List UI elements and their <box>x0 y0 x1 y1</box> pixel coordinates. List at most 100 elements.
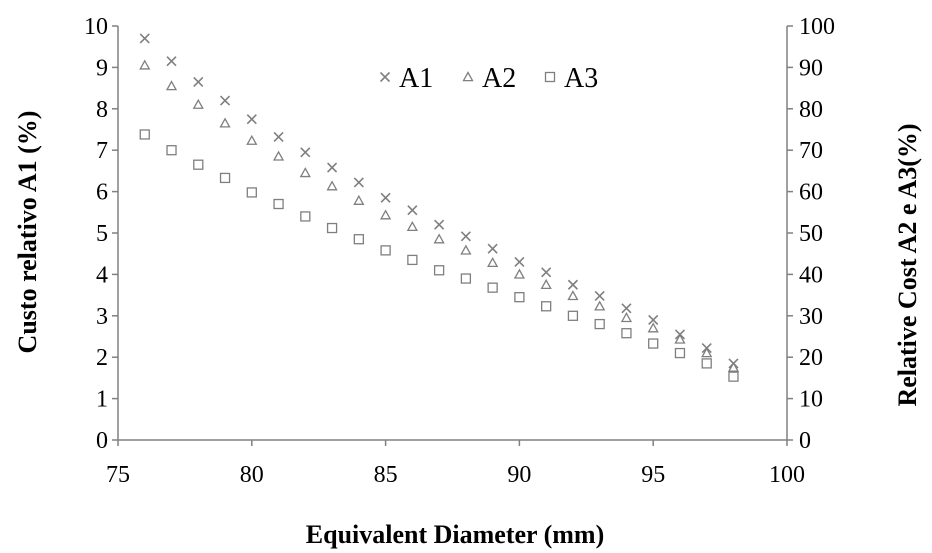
right-y-tick-label: 20 <box>799 345 823 371</box>
legend-item-A2: A2 <box>462 63 516 94</box>
x-axis-title: Equivalent Diameter (mm) <box>306 520 604 549</box>
point-A3 <box>674 347 686 359</box>
point-A2 <box>460 244 472 255</box>
point-A3 <box>701 358 712 369</box>
legend-label-A3: A3 <box>564 63 598 94</box>
point-A1 <box>246 114 257 125</box>
point-A1 <box>434 219 445 230</box>
point-A1 <box>567 279 578 290</box>
point-A2 <box>326 180 338 191</box>
x-tick-label: 75 <box>106 462 130 488</box>
x-tick-label: 85 <box>374 462 398 488</box>
point-A2 <box>487 256 499 268</box>
point-A2 <box>594 300 606 311</box>
point-A1 <box>407 205 418 216</box>
point-A1 <box>353 177 364 188</box>
x-tick-label: 95 <box>641 462 665 488</box>
point-A1 <box>594 290 605 301</box>
legend-marker-A2 <box>462 71 474 82</box>
legend: A1 A2 A3 <box>379 63 598 94</box>
left-y-axis: 0 1 2 3 4 5 6 7 8 9 10 <box>84 14 118 454</box>
point-A2 <box>406 220 418 232</box>
point-A2 <box>219 117 231 128</box>
point-A1 <box>460 231 471 242</box>
legend-label-A2: A2 <box>482 63 516 94</box>
point-A2 <box>701 347 713 358</box>
point-A2 <box>246 134 258 145</box>
right-y-tick-label: 90 <box>799 55 823 81</box>
point-A2 <box>647 322 659 333</box>
x-tick-label: 80 <box>240 462 264 488</box>
point-A1 <box>166 56 177 67</box>
right-y-tick-label: 10 <box>799 387 823 413</box>
legend-label-A1: A1 <box>399 63 433 94</box>
left-y-tick-label: 4 <box>96 262 108 288</box>
right-y-axis: 0 10 20 30 40 50 60 70 80 90 100 <box>787 14 835 454</box>
left-y-tick-label: 6 <box>96 180 108 206</box>
point-A3 <box>246 187 257 198</box>
series-A1 <box>139 33 739 369</box>
x-axis: 75 80 85 90 95 100 <box>106 440 805 488</box>
point-A2 <box>165 80 178 91</box>
left-y-tick-label: 7 <box>96 138 108 164</box>
point-A3 <box>728 371 739 382</box>
point-A2 <box>353 194 365 205</box>
left-y-axis-title: Custo relativo A1 (%) <box>13 111 42 354</box>
left-y-tick-label: 8 <box>96 97 108 123</box>
point-A3 <box>460 273 472 284</box>
point-A2 <box>379 209 392 220</box>
data-points <box>139 33 740 382</box>
point-A3 <box>193 159 204 170</box>
point-A2 <box>192 98 204 109</box>
left-y-tick-label: 1 <box>96 387 108 413</box>
point-A3 <box>273 198 284 210</box>
left-y-tick-label: 10 <box>84 14 108 40</box>
right-y-tick-label: 70 <box>799 138 823 164</box>
point-A3 <box>567 310 579 321</box>
series-A2 <box>139 59 740 372</box>
point-A3 <box>166 145 177 156</box>
left-y-tick-label: 2 <box>96 345 108 371</box>
point-A3 <box>219 172 231 184</box>
right-y-axis-title: Relative Cost A2 e A3(%) <box>893 123 922 406</box>
point-A2 <box>674 333 686 344</box>
left-y-tick-label: 0 <box>96 428 108 454</box>
point-A1 <box>193 76 204 87</box>
point-A3 <box>326 222 338 234</box>
point-A2 <box>433 233 445 244</box>
legend-item-A3: A3 <box>544 63 598 94</box>
right-y-tick-label: 60 <box>799 180 823 206</box>
point-A1 <box>219 95 231 106</box>
point-A3 <box>380 245 391 256</box>
point-A1 <box>327 162 338 173</box>
series-A3 <box>139 129 739 382</box>
point-A1 <box>514 256 525 268</box>
point-A2 <box>513 268 526 279</box>
point-A3 <box>353 234 364 245</box>
point-A3 <box>139 129 150 140</box>
left-y-tick-label: 5 <box>96 221 108 247</box>
point-A1 <box>273 131 284 143</box>
right-y-tick-label: 40 <box>799 262 823 288</box>
point-A2 <box>620 312 633 323</box>
point-A3 <box>541 301 552 312</box>
axes <box>117 26 788 441</box>
point-A1 <box>380 192 391 203</box>
point-A2 <box>272 150 285 161</box>
point-A3 <box>514 292 525 303</box>
point-A2 <box>567 290 579 301</box>
legend-marker-A3 <box>544 71 556 83</box>
right-y-tick-label: 30 <box>799 304 823 330</box>
point-A3 <box>407 254 418 266</box>
point-A1 <box>139 33 150 44</box>
point-A3 <box>487 282 498 293</box>
point-A3 <box>594 318 605 330</box>
right-y-tick-label: 100 <box>799 14 835 40</box>
point-A3 <box>433 265 445 276</box>
point-A2 <box>540 278 552 290</box>
point-A1 <box>621 303 632 314</box>
point-A3 <box>621 328 632 339</box>
right-y-tick-label: 0 <box>799 428 811 454</box>
x-tick-label: 100 <box>769 462 805 488</box>
